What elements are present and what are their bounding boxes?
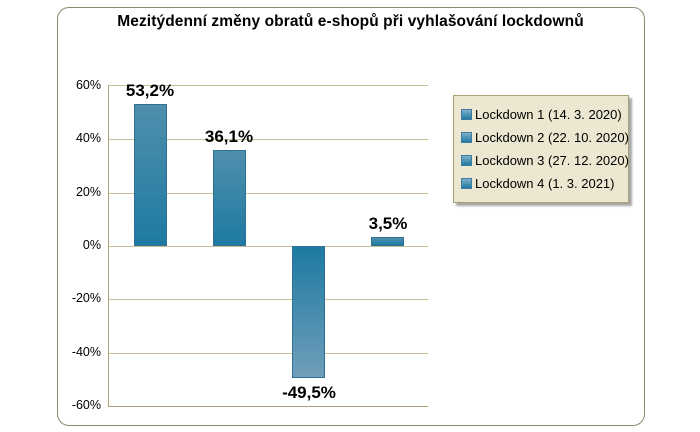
y-axis-tick-label: -60% bbox=[71, 398, 101, 412]
legend-item-label: Lockdown 1 (14. 3. 2020) bbox=[475, 107, 622, 122]
bar-value-label: -49,5% bbox=[282, 383, 336, 402]
gridline bbox=[109, 246, 428, 247]
bar-value-label: 3,5% bbox=[368, 213, 408, 233]
legend-item-lockdown-3: Lockdown 3 (27. 12. 2020) bbox=[461, 149, 629, 172]
legend-marker-icon bbox=[461, 155, 472, 166]
gridline bbox=[109, 299, 428, 301]
bar-value-label: 53,2% bbox=[125, 81, 175, 101]
y-axis-tick-label: 20% bbox=[75, 184, 101, 199]
legend: Lockdown 1 (14. 3. 2020) Lockdown 2 (22.… bbox=[453, 95, 629, 203]
legend-marker-icon bbox=[461, 178, 472, 189]
legend-item-label: Lockdown 2 (22. 10. 2020) bbox=[475, 130, 629, 145]
gridline bbox=[109, 352, 428, 354]
legend-item-lockdown-4: Lockdown 4 (1. 3. 2021) bbox=[461, 172, 624, 195]
legend-marker-icon bbox=[461, 132, 472, 143]
y-axis: 60% 40% 20% 0% -20% -40% -60% bbox=[40, 78, 101, 412]
y-axis-tick-label: -40% bbox=[71, 344, 101, 359]
y-axis-tick-label: 40% bbox=[75, 131, 101, 146]
bar-lockdown-3 bbox=[292, 246, 325, 378]
bar-lockdown-1 bbox=[134, 104, 167, 246]
chart-title: Mezitýdenní změny obratů e-shopů při vyh… bbox=[117, 13, 584, 30]
y-axis-tick-label: 0% bbox=[82, 238, 101, 252]
legend-marker-icon bbox=[461, 109, 472, 120]
bar-value-label: 36,1% bbox=[204, 126, 254, 146]
bar-lockdown-4 bbox=[371, 236, 404, 246]
y-axis-tick-label: -20% bbox=[71, 291, 101, 306]
legend-item-label: Lockdown 3 (27. 12. 2020) bbox=[475, 153, 629, 168]
legend-item-label: Lockdown 4 (1. 3. 2021) bbox=[475, 176, 615, 191]
y-axis-tick-label: 60% bbox=[75, 78, 101, 92]
legend-item-lockdown-1: Lockdown 1 (14. 3. 2020) bbox=[461, 103, 624, 126]
gridline bbox=[109, 139, 428, 141]
gridline bbox=[109, 192, 428, 194]
plot-area: 53,2% 36,1% -49,5% 3,5% bbox=[108, 81, 428, 407]
bar-lockdown-2 bbox=[213, 149, 246, 246]
legend-item-lockdown-2: Lockdown 2 (22. 10. 2020) bbox=[461, 126, 629, 149]
